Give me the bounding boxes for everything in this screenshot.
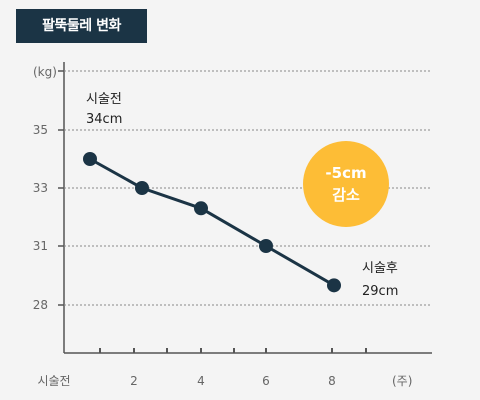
end-annotation-value: 29cm — [362, 284, 398, 299]
y-tick-label: 33 — [33, 181, 48, 195]
reduction-badge-text: 감소 — [332, 186, 360, 204]
start-annotation-value: 34cm — [86, 112, 122, 127]
y-unit-label: (kg) — [33, 65, 57, 79]
x-unit-label: (주) — [392, 374, 412, 388]
data-point — [83, 152, 97, 166]
y-tick-label: 35 — [33, 123, 48, 137]
data-point — [327, 278, 341, 293]
data-point — [135, 181, 149, 195]
series-line — [89, 157, 335, 287]
start-annotation-label: 시술전 — [86, 92, 122, 107]
x-tick-label: 6 — [262, 374, 270, 388]
end-annotation-label: 시술후 — [362, 261, 398, 276]
x-tick-label: 시술전 — [37, 374, 70, 388]
y-tick-label: 31 — [33, 239, 48, 253]
reduction-badge — [303, 141, 389, 227]
y-tick-label: 28 — [33, 298, 48, 312]
chart-title: 팔뚝둘레 변화 — [16, 9, 147, 43]
x-tick-label: 8 — [328, 374, 336, 388]
data-point — [194, 201, 208, 216]
data-point — [259, 239, 273, 253]
reduction-badge-amount: -5cm — [325, 164, 366, 182]
x-tick-label: 2 — [130, 374, 138, 388]
x-tick-label: 4 — [197, 374, 205, 388]
